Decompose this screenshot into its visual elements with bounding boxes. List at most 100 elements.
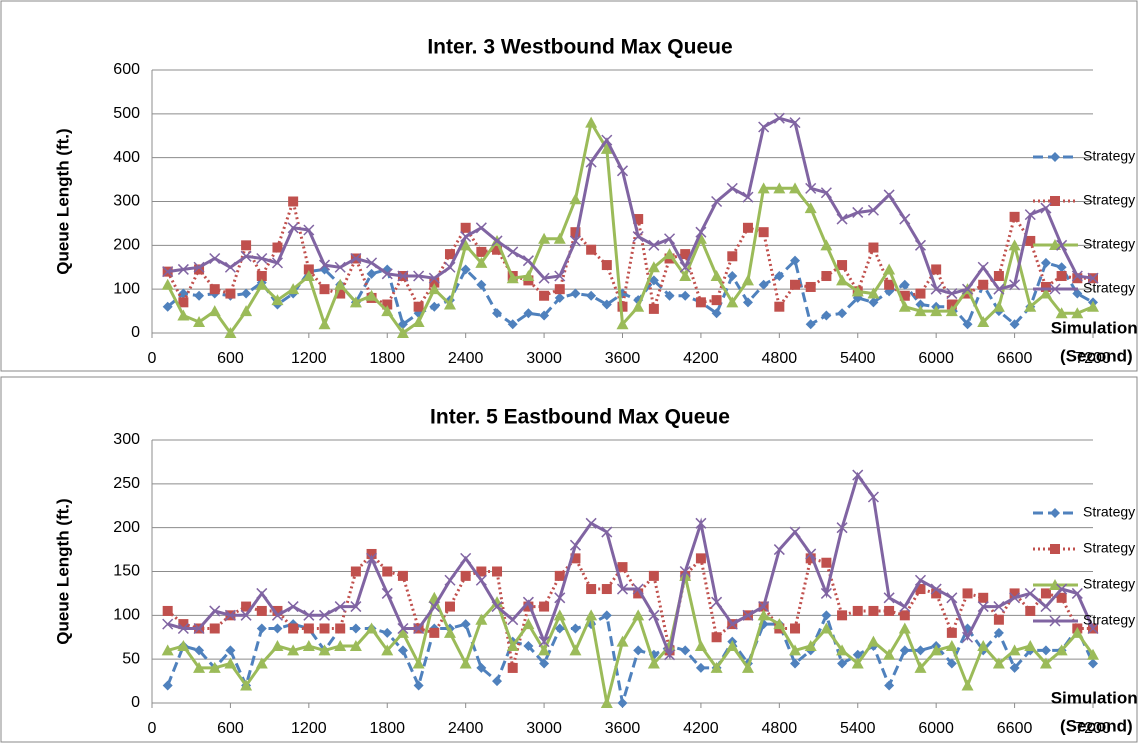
point bbox=[600, 142, 613, 154]
point bbox=[648, 570, 659, 581]
point bbox=[162, 266, 174, 278]
point bbox=[867, 287, 880, 299]
point bbox=[1009, 319, 1020, 330]
point bbox=[852, 469, 864, 481]
point bbox=[867, 204, 879, 216]
point bbox=[1055, 644, 1068, 656]
point bbox=[993, 601, 1005, 613]
point bbox=[898, 622, 911, 634]
point bbox=[836, 213, 848, 225]
y-tick-label: 100 bbox=[113, 280, 140, 297]
point bbox=[617, 562, 628, 573]
point bbox=[522, 255, 534, 267]
point bbox=[993, 627, 1004, 638]
point bbox=[492, 566, 503, 577]
point bbox=[271, 609, 283, 621]
point bbox=[805, 182, 817, 194]
point bbox=[224, 657, 237, 669]
point bbox=[554, 623, 565, 634]
point bbox=[287, 644, 300, 656]
x-tick-label: 4800 bbox=[762, 720, 798, 737]
point bbox=[727, 271, 738, 282]
point bbox=[741, 274, 754, 286]
x-tick-label: 6600 bbox=[997, 720, 1033, 737]
point bbox=[194, 264, 205, 275]
point bbox=[978, 279, 989, 290]
point bbox=[898, 300, 911, 312]
point bbox=[600, 697, 613, 708]
legend-marker bbox=[1050, 152, 1060, 162]
point bbox=[413, 622, 425, 635]
point bbox=[554, 284, 565, 295]
point bbox=[256, 623, 267, 634]
point bbox=[162, 301, 173, 312]
point bbox=[272, 623, 283, 634]
point bbox=[790, 658, 801, 669]
point bbox=[679, 270, 692, 282]
point bbox=[821, 557, 832, 568]
point bbox=[303, 264, 314, 275]
point bbox=[680, 249, 691, 260]
point bbox=[648, 239, 660, 251]
point bbox=[742, 191, 754, 203]
x-tick-label: 4800 bbox=[762, 350, 798, 367]
point bbox=[1040, 202, 1052, 214]
point bbox=[287, 601, 299, 613]
point bbox=[287, 222, 299, 234]
point bbox=[726, 182, 738, 194]
point bbox=[1056, 239, 1068, 251]
point bbox=[585, 156, 597, 168]
point bbox=[288, 196, 299, 207]
point bbox=[1088, 658, 1098, 669]
point bbox=[931, 588, 942, 599]
point bbox=[977, 316, 990, 328]
point bbox=[177, 640, 190, 652]
point bbox=[1087, 272, 1099, 284]
point bbox=[460, 570, 471, 581]
point bbox=[867, 491, 879, 503]
point bbox=[349, 296, 362, 308]
point bbox=[711, 596, 723, 608]
point bbox=[209, 623, 220, 634]
legend-marker bbox=[1049, 283, 1061, 295]
point bbox=[271, 294, 284, 306]
point bbox=[884, 680, 895, 691]
point bbox=[648, 609, 660, 621]
point bbox=[962, 588, 973, 599]
point bbox=[444, 574, 456, 586]
point bbox=[553, 232, 566, 244]
x-tick-label: 5400 bbox=[840, 720, 876, 737]
point bbox=[538, 636, 550, 648]
point bbox=[820, 187, 832, 199]
point bbox=[617, 698, 628, 708]
point bbox=[1056, 583, 1068, 595]
chart-title: Inter. 3 Westbound Max Queue bbox=[427, 36, 732, 59]
point bbox=[224, 327, 237, 338]
point bbox=[208, 305, 221, 317]
point bbox=[1024, 300, 1037, 312]
point bbox=[381, 268, 393, 280]
point bbox=[695, 553, 706, 564]
point bbox=[350, 623, 361, 634]
x-tick-label: 1800 bbox=[369, 720, 405, 737]
point bbox=[177, 622, 189, 635]
point bbox=[930, 583, 942, 595]
point bbox=[1024, 587, 1036, 599]
x-axis-label: Simulation time bbox=[1051, 688, 1139, 707]
point bbox=[993, 271, 1004, 282]
point bbox=[915, 584, 926, 595]
point bbox=[648, 303, 659, 314]
point bbox=[350, 601, 362, 613]
point bbox=[429, 627, 440, 638]
point bbox=[569, 235, 581, 247]
y-tick-label: 50 bbox=[122, 650, 140, 667]
point bbox=[1040, 601, 1052, 613]
point bbox=[962, 283, 974, 295]
point bbox=[382, 566, 393, 577]
point bbox=[977, 261, 989, 273]
point bbox=[382, 627, 393, 638]
point bbox=[633, 588, 644, 599]
point bbox=[680, 290, 691, 301]
x-tick-label: 1200 bbox=[291, 350, 327, 367]
point bbox=[335, 288, 346, 299]
